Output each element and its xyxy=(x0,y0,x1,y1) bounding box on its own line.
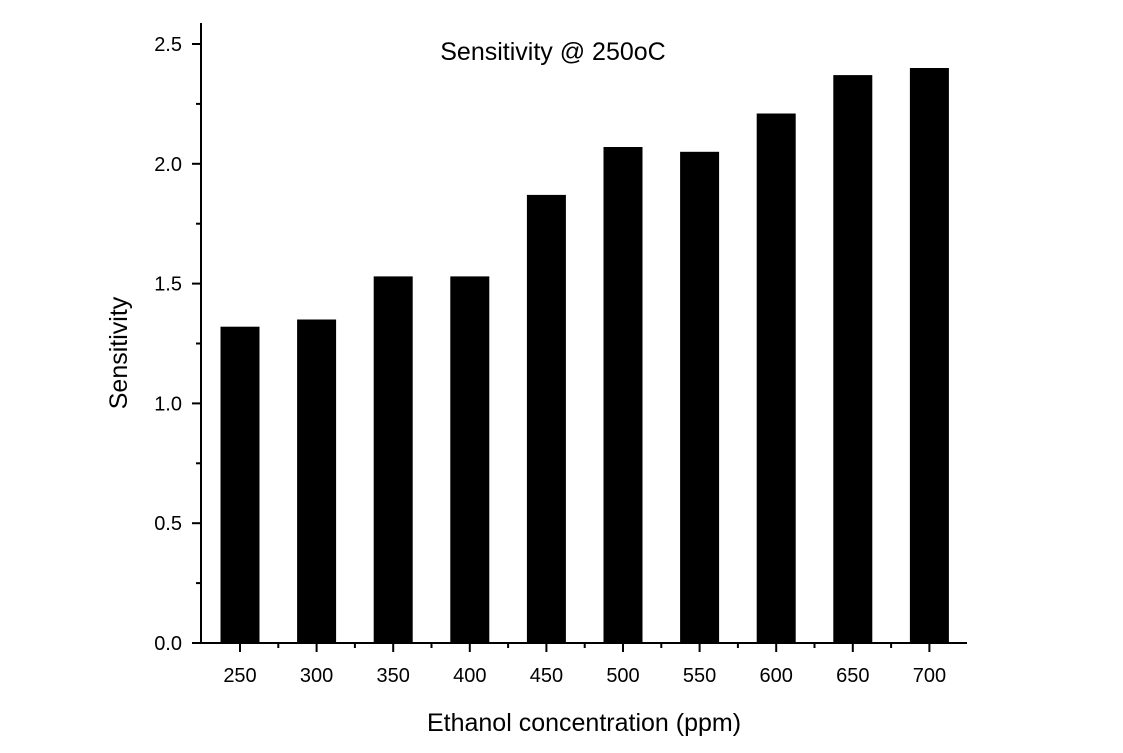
y-tick-label: 2.5 xyxy=(154,34,182,56)
x-axis-title: Ethanol concentration (ppm) xyxy=(427,709,741,737)
y-tick-label: 0.5 xyxy=(154,513,182,535)
chart-title: Sensitivity @ 250oC xyxy=(440,38,665,66)
x-tick-label-250: 250 xyxy=(223,665,256,687)
bar-450 xyxy=(526,194,566,643)
x-tick-label-650: 650 xyxy=(836,665,869,687)
x-tick-label-700: 700 xyxy=(913,665,946,687)
x-tick-label-350: 350 xyxy=(377,665,410,687)
x-tick-label-500: 500 xyxy=(606,665,639,687)
y-tick-label: 1.0 xyxy=(154,393,182,415)
bar-650 xyxy=(833,75,873,644)
x-tick-label-400: 400 xyxy=(453,665,486,687)
bar-250 xyxy=(220,326,260,643)
bar-400 xyxy=(450,276,490,643)
x-tick-label-450: 450 xyxy=(530,665,563,687)
y-tick-label: 1.5 xyxy=(154,274,182,296)
bar-300 xyxy=(297,319,337,643)
y-tick-label: 2.0 xyxy=(154,154,182,176)
x-tick-label-600: 600 xyxy=(760,665,793,687)
bar-500 xyxy=(603,147,643,643)
bar-600 xyxy=(756,113,796,643)
y-axis-title: Sensitivity xyxy=(105,296,133,409)
bar-550 xyxy=(680,151,720,644)
ticks-layer: 0.0 0.5 1.0 1.5 2.0 2.5 250 300 350 400 450 500 550 6… xyxy=(154,34,946,687)
y-tick-label: 0.0 xyxy=(154,633,182,655)
bars-layer xyxy=(220,68,949,644)
bar-350 xyxy=(373,276,413,643)
bar-700 xyxy=(909,68,949,643)
x-tick-label-300: 300 xyxy=(300,665,333,687)
x-tick-label-550: 550 xyxy=(683,665,716,687)
axes-layer xyxy=(200,23,967,644)
